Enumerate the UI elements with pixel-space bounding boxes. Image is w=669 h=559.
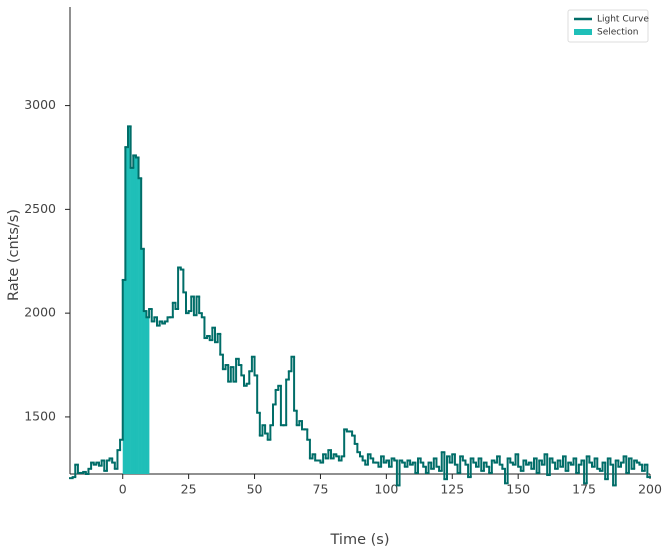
x-tick-label: 100 <box>374 482 398 497</box>
y-axis-label: Rate (cnts/s) <box>6 209 22 301</box>
selection-bar <box>138 178 142 474</box>
legend-label: Selection <box>597 28 638 38</box>
selection-bar <box>133 155 137 474</box>
selection-bar <box>125 147 129 474</box>
x-axis-label: Time (s) <box>330 532 390 548</box>
y-tick-label: 3000 <box>24 97 56 112</box>
x-tick-label: 75 <box>313 482 329 497</box>
selection-bar <box>143 311 147 474</box>
y-tick-label: 1500 <box>24 408 56 423</box>
legend-label: Light Curve <box>597 15 649 25</box>
legend: Light Curve Selection <box>567 9 649 43</box>
selection-bar <box>130 167 134 474</box>
legend-swatch <box>574 29 592 35</box>
selection-bar <box>146 317 150 474</box>
x-tick-label: 0 <box>119 482 127 497</box>
y-tick-label: 2500 <box>24 201 56 216</box>
y-tick-label: 2000 <box>24 305 56 320</box>
x-tick-label: 50 <box>247 482 263 497</box>
selection-bar <box>128 126 131 474</box>
selection-bar <box>122 279 126 474</box>
selection-bar <box>141 248 145 474</box>
x-tick-label: 200 <box>638 482 662 497</box>
x-tick-label: 25 <box>181 482 197 497</box>
selection-bar <box>135 157 139 474</box>
x-tick-label: 150 <box>506 482 530 497</box>
x-tick-label: 125 <box>440 482 464 497</box>
x-tick-label: 175 <box>572 482 596 497</box>
